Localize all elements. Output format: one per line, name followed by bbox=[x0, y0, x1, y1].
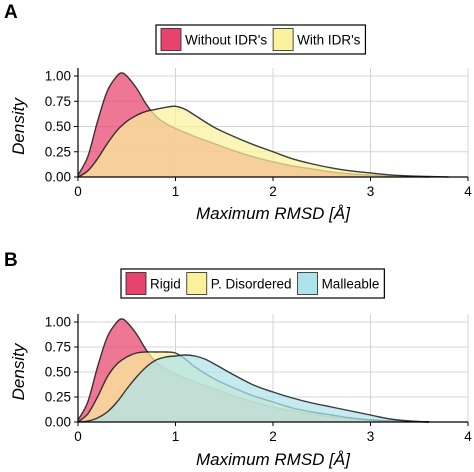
x-tick-label: 4 bbox=[464, 429, 472, 444]
x-tick-label: 4 bbox=[464, 184, 472, 199]
legend-label-2: Malleable bbox=[322, 277, 380, 292]
y-tick-label: 0.00 bbox=[45, 415, 71, 430]
y-tick-label: 1.00 bbox=[45, 69, 71, 84]
x-tick-label: 2 bbox=[269, 429, 277, 444]
panel-letter: B bbox=[4, 250, 18, 271]
y-tick-label: 0.00 bbox=[45, 170, 71, 185]
series-line-2 bbox=[77, 354, 430, 423]
chart-panel-a: A 0 1 2 3 4 0.00 0.25 0.50 0.75 1.00 Maximum RMSD [… bbox=[4, 2, 472, 223]
legend-swatch-0 bbox=[160, 28, 182, 51]
y-tick-label: 0.50 bbox=[45, 119, 71, 134]
panel-letter: A bbox=[4, 2, 18, 23]
y-axis-title: Density bbox=[9, 97, 28, 155]
series-area-1 bbox=[78, 106, 449, 177]
x-axis-title: Maximum RMSD [Å] bbox=[196, 204, 351, 223]
legend-frame bbox=[120, 268, 385, 299]
y-tick-label: 0.25 bbox=[45, 390, 71, 405]
legend-label-0: Without IDR's bbox=[185, 33, 267, 48]
x-tick-label: 3 bbox=[367, 184, 375, 199]
legend-swatch-0 bbox=[125, 272, 147, 295]
legend-swatch-1 bbox=[272, 28, 294, 51]
x-tick-label: 1 bbox=[172, 429, 180, 444]
y-tick-label: 0.50 bbox=[45, 365, 71, 380]
x-tick-label: 0 bbox=[74, 184, 82, 199]
y-tick-label: 0.25 bbox=[45, 144, 71, 159]
legend: Rigid P. Disordered Malleable bbox=[120, 268, 385, 299]
legend-swatch-1 bbox=[186, 272, 208, 295]
y-tick-label: 1.00 bbox=[45, 315, 71, 330]
y-axis-title: Density bbox=[9, 342, 28, 400]
y-tick-label: 0.75 bbox=[45, 340, 71, 355]
legend-swatch-2 bbox=[297, 272, 318, 295]
series-line-1 bbox=[77, 105, 449, 178]
x-tick-label: 3 bbox=[367, 429, 375, 444]
x-tick-label: 2 bbox=[269, 184, 277, 199]
chart-panel-b: B 0 1 2 3 4 0.00 0.25 0.50 0.75 1.00 Maximum RMSD [… bbox=[4, 250, 472, 469]
x-tick-label: 1 bbox=[172, 184, 180, 199]
legend: Without IDR's With IDR's bbox=[155, 24, 367, 55]
x-axis-title: Maximum RMSD [Å] bbox=[196, 450, 351, 469]
y-tick-label: 0.75 bbox=[45, 94, 71, 109]
legend-label-1: P. Disordered bbox=[211, 277, 292, 292]
series-area-2 bbox=[78, 355, 429, 422]
legend-label-0: Rigid bbox=[150, 277, 181, 292]
legend-label-1: With IDR's bbox=[297, 33, 361, 48]
x-tick-label: 0 bbox=[74, 429, 82, 444]
legend-frame bbox=[155, 24, 367, 55]
